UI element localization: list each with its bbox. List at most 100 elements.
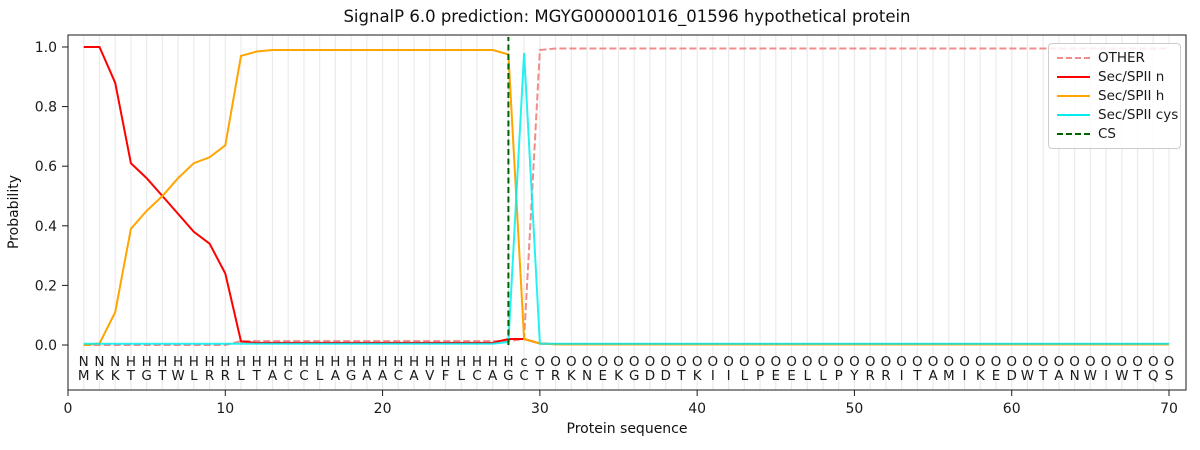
residue-region-label: H bbox=[126, 354, 136, 370]
residue-region-label: O bbox=[833, 354, 844, 370]
residue-region-label: H bbox=[315, 354, 325, 370]
residue-letter: A bbox=[378, 368, 388, 384]
y-tick-label: 0.0 bbox=[35, 338, 57, 354]
residue-letter: R bbox=[221, 368, 230, 384]
residue-region-label: O bbox=[1022, 354, 1033, 370]
residue-region-label: H bbox=[189, 354, 199, 370]
residue-letter: E bbox=[992, 368, 1001, 384]
residue-letter: Q bbox=[1148, 368, 1159, 384]
legend-label: OTHER bbox=[1098, 50, 1145, 67]
residue-letter: I bbox=[1104, 368, 1108, 384]
residue-letter: N bbox=[582, 368, 592, 384]
legend-label: Sec/SPII n bbox=[1098, 69, 1165, 86]
residue-region-label: O bbox=[692, 354, 703, 370]
residue-region-label: N bbox=[79, 354, 89, 370]
residue-letter: L bbox=[316, 368, 324, 384]
residue-region-label: H bbox=[440, 354, 450, 370]
x-tick-label: 30 bbox=[531, 401, 549, 417]
residue-region-label: O bbox=[629, 354, 640, 370]
residue-letter: T bbox=[912, 368, 922, 384]
residue-letter: R bbox=[205, 368, 214, 384]
residue-letter: I bbox=[963, 368, 967, 384]
y-tick-label: 1.0 bbox=[35, 40, 57, 56]
residue-letter: F bbox=[442, 368, 450, 384]
x-axis-label: Protein sequence bbox=[566, 421, 688, 437]
residue-letter: P bbox=[756, 368, 764, 384]
residue-region-label: O bbox=[1164, 354, 1175, 370]
residue-letter: M bbox=[78, 368, 90, 384]
residue-letter: C bbox=[299, 368, 308, 384]
residue-region-label: O bbox=[959, 354, 970, 370]
residue-region-label: O bbox=[708, 354, 719, 370]
residue-letter: R bbox=[881, 368, 890, 384]
residue-letter: K bbox=[567, 368, 577, 384]
legend-line-sample bbox=[1057, 113, 1090, 116]
residue-region-label: O bbox=[975, 354, 986, 370]
residue-region-label: O bbox=[723, 354, 734, 370]
residue-region-label: O bbox=[1006, 354, 1017, 370]
residue-letter: D bbox=[1007, 368, 1017, 384]
residue-letter: Y bbox=[849, 368, 859, 384]
residue-letter: T bbox=[535, 368, 545, 384]
residue-letter: L bbox=[819, 368, 827, 384]
residue-letter: K bbox=[111, 368, 121, 384]
y-tick-label: 0.2 bbox=[35, 278, 57, 294]
residue-region-label: O bbox=[1069, 354, 1080, 370]
y-tick-label: 0.8 bbox=[35, 100, 57, 116]
residue-letter: L bbox=[741, 368, 749, 384]
residue-region-label: O bbox=[597, 354, 608, 370]
legend-line-sample bbox=[1057, 94, 1090, 97]
residue-region-label: H bbox=[236, 354, 246, 370]
residue-letter: A bbox=[409, 368, 419, 384]
residue-letter: A bbox=[331, 368, 341, 384]
residue-region-label: H bbox=[220, 354, 230, 370]
residue-region-label: O bbox=[613, 354, 624, 370]
residue-letter: L bbox=[190, 368, 198, 384]
residue-letter: K bbox=[976, 368, 986, 384]
residue-region-label: O bbox=[582, 354, 593, 370]
residue-letter: W bbox=[1115, 368, 1128, 384]
legend-label: Sec/SPII cys bbox=[1098, 106, 1179, 123]
residue-region-label: H bbox=[377, 354, 387, 370]
series-line-sec-spii-h bbox=[83, 49, 1169, 346]
gridlines bbox=[83, 35, 1170, 390]
residue-letter: A bbox=[928, 368, 938, 384]
residue-letter: T bbox=[157, 368, 167, 384]
x-tick-label: 0 bbox=[64, 401, 73, 417]
residue-letter: I bbox=[711, 368, 715, 384]
residue-letter: I bbox=[727, 368, 731, 384]
residue-region-label: O bbox=[912, 354, 923, 370]
y-tick-label: 0.4 bbox=[35, 219, 57, 235]
legend-item-other: OTHER bbox=[1057, 49, 1172, 68]
residue-letter: L bbox=[803, 368, 811, 384]
residue-region-label: H bbox=[393, 354, 403, 370]
y-tick-label: 0.6 bbox=[35, 159, 57, 175]
residue-letter: V bbox=[425, 368, 435, 384]
residue-letter: M bbox=[943, 368, 955, 384]
residue-region-label: H bbox=[173, 354, 183, 370]
x-tick-label: 20 bbox=[374, 401, 392, 417]
residue-letter: K bbox=[693, 368, 703, 384]
residue-letter: C bbox=[472, 368, 481, 384]
legend-item-sec-spii-cys: Sec/SPII cys bbox=[1057, 105, 1178, 124]
residue-region-label: N bbox=[94, 354, 104, 370]
legend-label: CS bbox=[1098, 125, 1116, 142]
residue-letter: G bbox=[629, 368, 639, 384]
residue-letter: A bbox=[362, 368, 372, 384]
residue-letter: C bbox=[519, 368, 528, 384]
residue-letter: L bbox=[237, 368, 245, 384]
x-tick-label: 70 bbox=[1160, 401, 1178, 417]
residue-region-label: O bbox=[660, 354, 671, 370]
residue-letter: G bbox=[346, 368, 356, 384]
legend-item-sec-spii-h: Sec/SPII h bbox=[1057, 87, 1172, 106]
residue-region-label: H bbox=[472, 354, 482, 370]
residue-letter: E bbox=[772, 368, 781, 384]
residue-letter: R bbox=[865, 368, 874, 384]
residue-letter: W bbox=[1021, 368, 1034, 384]
residue-letter: K bbox=[614, 368, 624, 384]
series-line-sec-spii-n bbox=[83, 46, 1169, 346]
residue-region-label: O bbox=[802, 354, 813, 370]
